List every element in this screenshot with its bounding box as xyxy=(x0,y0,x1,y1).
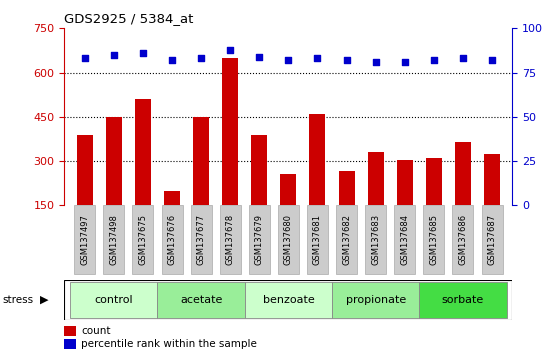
Text: GSM137680: GSM137680 xyxy=(284,214,293,266)
Bar xyxy=(484,154,500,205)
Text: GSM137497: GSM137497 xyxy=(80,215,89,265)
Point xyxy=(284,57,293,63)
Bar xyxy=(426,158,442,205)
FancyBboxPatch shape xyxy=(365,205,386,274)
Text: ▶: ▶ xyxy=(40,295,49,305)
Text: GSM137682: GSM137682 xyxy=(342,214,351,266)
FancyBboxPatch shape xyxy=(157,282,245,318)
Text: control: control xyxy=(95,295,133,305)
Text: GSM137498: GSM137498 xyxy=(109,215,118,265)
Bar xyxy=(251,135,267,205)
Bar xyxy=(368,152,384,205)
Bar xyxy=(64,326,76,336)
Bar xyxy=(193,117,209,205)
FancyBboxPatch shape xyxy=(245,282,332,318)
Point xyxy=(255,54,264,59)
Text: GSM137676: GSM137676 xyxy=(167,214,176,266)
Bar xyxy=(77,135,93,205)
Text: benzoate: benzoate xyxy=(263,295,314,305)
Text: GSM137684: GSM137684 xyxy=(400,214,409,266)
Bar xyxy=(164,190,180,205)
Text: sorbate: sorbate xyxy=(442,295,484,305)
FancyBboxPatch shape xyxy=(162,205,183,274)
Bar xyxy=(397,160,413,205)
Point xyxy=(488,57,497,63)
FancyBboxPatch shape xyxy=(64,280,512,320)
Point xyxy=(342,57,351,63)
Bar xyxy=(106,117,122,205)
Text: count: count xyxy=(81,326,111,336)
Text: propionate: propionate xyxy=(346,295,406,305)
Point xyxy=(109,52,118,58)
Point xyxy=(197,56,206,61)
Bar xyxy=(310,114,325,205)
Text: GSM137678: GSM137678 xyxy=(226,214,235,266)
Text: stress: stress xyxy=(3,295,34,305)
Text: GSM137685: GSM137685 xyxy=(430,214,438,266)
FancyBboxPatch shape xyxy=(394,205,415,274)
Point xyxy=(226,47,235,52)
FancyBboxPatch shape xyxy=(278,205,299,274)
Point xyxy=(138,50,147,56)
FancyBboxPatch shape xyxy=(220,205,241,274)
Text: GDS2925 / 5384_at: GDS2925 / 5384_at xyxy=(64,12,194,25)
Point xyxy=(371,59,380,65)
Text: GSM137675: GSM137675 xyxy=(138,214,147,266)
Bar xyxy=(455,142,471,205)
Text: percentile rank within the sample: percentile rank within the sample xyxy=(81,339,257,349)
FancyBboxPatch shape xyxy=(419,282,507,318)
FancyBboxPatch shape xyxy=(190,205,212,274)
FancyBboxPatch shape xyxy=(307,205,328,274)
Bar xyxy=(281,175,296,205)
FancyBboxPatch shape xyxy=(74,205,95,274)
Text: GSM137677: GSM137677 xyxy=(197,214,206,266)
Point xyxy=(400,59,409,65)
Bar xyxy=(222,58,238,205)
FancyBboxPatch shape xyxy=(104,205,124,274)
Point xyxy=(167,57,176,63)
Point xyxy=(313,56,322,61)
FancyBboxPatch shape xyxy=(452,205,473,274)
FancyBboxPatch shape xyxy=(482,205,502,274)
FancyBboxPatch shape xyxy=(133,205,153,274)
Point xyxy=(459,56,468,61)
Text: acetate: acetate xyxy=(180,295,222,305)
Point xyxy=(80,56,89,61)
FancyBboxPatch shape xyxy=(336,205,357,274)
Bar xyxy=(339,171,354,205)
Text: GSM137686: GSM137686 xyxy=(459,214,468,266)
FancyBboxPatch shape xyxy=(70,282,157,318)
Text: GSM137687: GSM137687 xyxy=(488,214,497,266)
Text: GSM137683: GSM137683 xyxy=(371,214,380,266)
FancyBboxPatch shape xyxy=(332,282,419,318)
Text: GSM137679: GSM137679 xyxy=(255,214,264,266)
Text: GSM137681: GSM137681 xyxy=(313,214,322,266)
Point xyxy=(430,57,438,63)
FancyBboxPatch shape xyxy=(249,205,270,274)
FancyBboxPatch shape xyxy=(423,205,444,274)
Bar xyxy=(135,99,151,205)
Bar xyxy=(64,339,76,349)
